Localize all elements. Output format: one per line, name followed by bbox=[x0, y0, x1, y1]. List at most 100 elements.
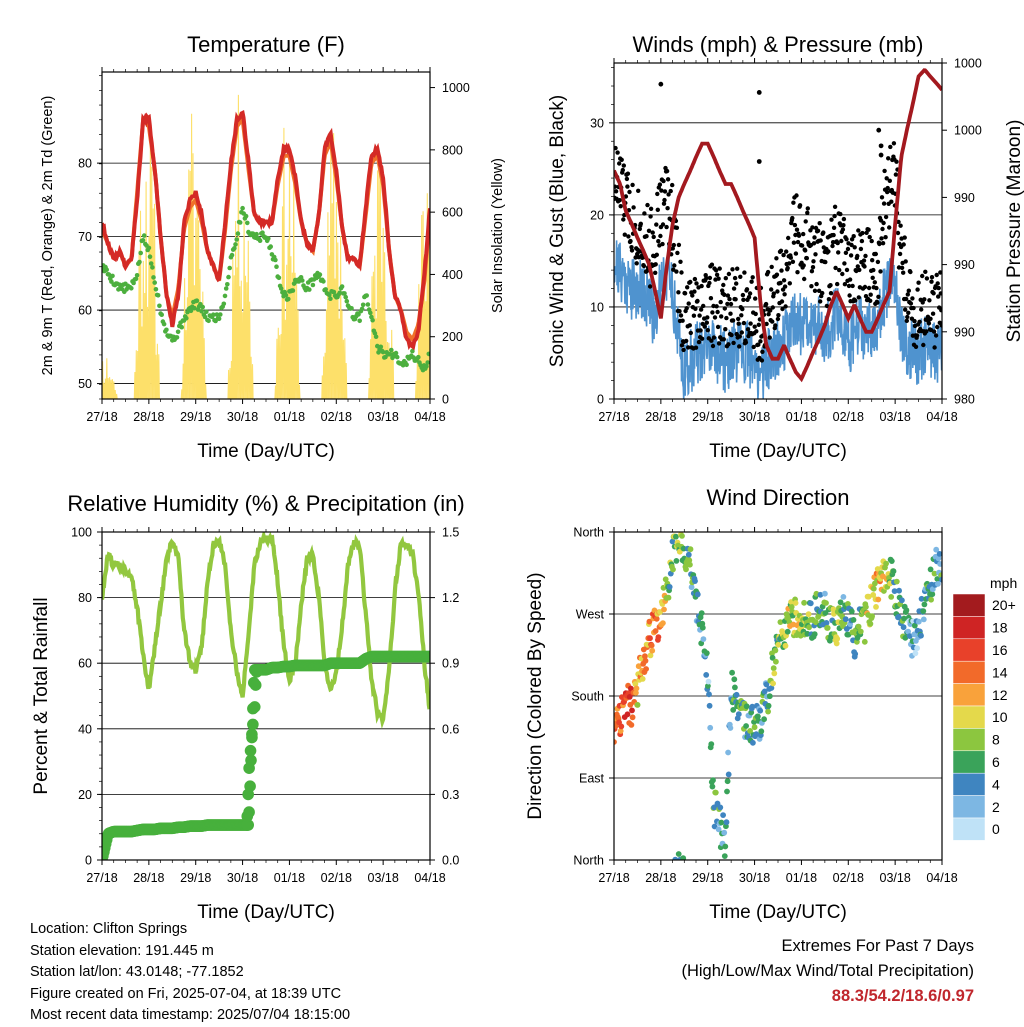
direction-point bbox=[646, 618, 653, 625]
direction-point bbox=[782, 642, 789, 649]
direction-point bbox=[618, 723, 625, 730]
gust-point bbox=[863, 253, 868, 259]
gust-point bbox=[879, 236, 884, 241]
direction-point bbox=[920, 608, 927, 614]
gust-point bbox=[868, 298, 873, 303]
gust-point bbox=[816, 288, 822, 293]
dewpoint-point bbox=[424, 364, 429, 369]
gust-point bbox=[670, 182, 675, 188]
gust-point bbox=[895, 230, 901, 236]
gust-point bbox=[914, 333, 920, 338]
direction-point bbox=[647, 635, 653, 642]
x-tick-label: 03/18 bbox=[368, 871, 399, 885]
gust-point bbox=[675, 250, 680, 256]
gust-point bbox=[877, 241, 882, 247]
gust-point bbox=[896, 219, 901, 225]
wind-direction-panel: Wind Direction Time (Day/UTC) North East Sou… bbox=[525, 485, 958, 923]
gust-point bbox=[698, 307, 704, 312]
gust-point bbox=[661, 201, 667, 206]
gust-point bbox=[768, 308, 773, 313]
gust-point bbox=[805, 210, 810, 215]
dewpoint-point bbox=[268, 244, 274, 249]
dewpoint-point bbox=[356, 312, 361, 317]
y2-tick-label: 800 bbox=[442, 143, 463, 157]
gust-point bbox=[785, 265, 790, 271]
gust-point bbox=[770, 319, 775, 324]
gust-point bbox=[664, 224, 669, 230]
direction-point bbox=[721, 829, 728, 836]
dewpoint-point bbox=[175, 329, 181, 335]
gust-point bbox=[670, 246, 675, 251]
gust-point bbox=[930, 311, 936, 316]
gust-point bbox=[730, 267, 735, 272]
gust-point bbox=[815, 228, 821, 233]
gust-point bbox=[655, 191, 660, 197]
y2-axis-label: Solar Insolation (Yellow) bbox=[490, 158, 506, 313]
gust-point bbox=[843, 250, 849, 255]
gust-point bbox=[680, 318, 685, 323]
gust-point bbox=[826, 297, 832, 302]
direction-point bbox=[817, 591, 824, 598]
gust-point bbox=[792, 222, 798, 228]
gust-point bbox=[724, 315, 729, 321]
direction-point bbox=[665, 594, 672, 601]
gust-point bbox=[905, 314, 910, 320]
gust-point bbox=[714, 304, 719, 309]
y-tick-label: 80 bbox=[78, 157, 92, 171]
direction-point bbox=[683, 566, 689, 573]
dewpoint-point bbox=[317, 272, 323, 277]
station-latlon: Station lat/lon: 43.0148; -77.1852 bbox=[30, 964, 244, 981]
gust-point bbox=[905, 292, 910, 297]
direction-point bbox=[788, 604, 795, 610]
direction-point bbox=[938, 576, 942, 583]
dewpoint-point bbox=[138, 250, 143, 256]
station-elevation: Station elevation: 191.445 m bbox=[30, 942, 214, 959]
x-axis-label: Time (Day/UTC) bbox=[709, 902, 847, 923]
direction-point bbox=[729, 669, 735, 676]
extremes-block: Extremes For Past 7 Days (High/Low/Max W… bbox=[681, 934, 974, 1009]
gust-point bbox=[622, 232, 627, 237]
dewpoint-point bbox=[416, 354, 421, 360]
gust-point bbox=[794, 227, 800, 232]
gust-point bbox=[913, 344, 919, 349]
direction-point bbox=[715, 826, 722, 833]
direction-point bbox=[687, 546, 694, 553]
y-tick-label: 80 bbox=[78, 591, 92, 605]
gust-point bbox=[657, 182, 663, 187]
precip-point bbox=[247, 718, 259, 731]
dewpoint-point bbox=[137, 259, 142, 265]
gust-point bbox=[938, 291, 942, 296]
direction-point bbox=[629, 714, 636, 721]
x-tick-label: 30/18 bbox=[227, 871, 258, 885]
gust-point bbox=[634, 261, 639, 266]
gust-point bbox=[841, 216, 847, 222]
gust-point bbox=[614, 189, 619, 194]
gust-point bbox=[696, 339, 702, 345]
x-tick-label: 28/18 bbox=[645, 410, 676, 424]
y-axis-label: Direction (Colored By Speed) bbox=[525, 572, 546, 819]
gust-point bbox=[731, 340, 736, 346]
y2-tick-label: 1000 bbox=[954, 57, 982, 71]
gust-point bbox=[625, 184, 630, 189]
gust-point bbox=[831, 225, 837, 230]
dewpoint-point bbox=[404, 362, 409, 368]
dewpoint-point bbox=[188, 308, 194, 314]
y2-tick-label: 0.0 bbox=[442, 854, 459, 868]
gust-point bbox=[859, 238, 865, 244]
direction-point bbox=[725, 771, 732, 778]
gust-point bbox=[867, 234, 872, 240]
dewpoint-point bbox=[344, 298, 350, 304]
dewpoint-point bbox=[240, 205, 245, 211]
gust-point bbox=[781, 252, 786, 258]
gust-point bbox=[676, 242, 682, 248]
y-axis-label: Percent & Total Rainfall bbox=[31, 597, 52, 794]
direction-point bbox=[855, 623, 862, 630]
gust-point bbox=[811, 241, 817, 246]
gust-point bbox=[820, 290, 825, 296]
gust-point bbox=[876, 294, 881, 299]
gust-point bbox=[824, 303, 830, 309]
gust-point bbox=[758, 339, 763, 344]
precip-point bbox=[248, 701, 261, 713]
direction-point bbox=[632, 681, 639, 687]
dewpoint-point bbox=[323, 287, 329, 292]
